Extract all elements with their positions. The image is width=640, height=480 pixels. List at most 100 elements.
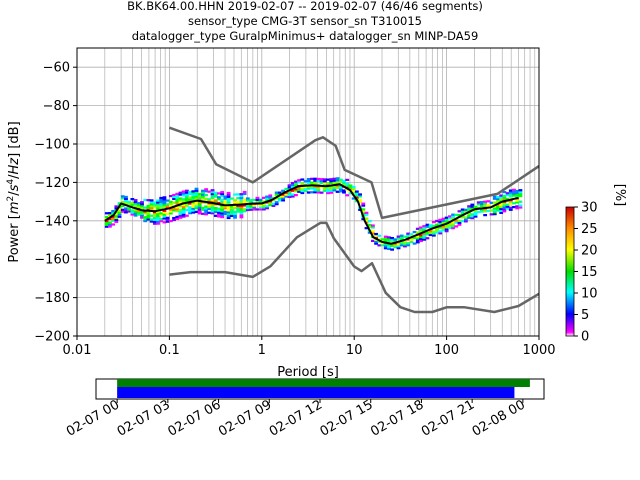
psd-density-cell bbox=[499, 211, 504, 214]
psd-density-cell bbox=[104, 221, 109, 224]
psd-density-cell bbox=[284, 195, 289, 198]
psd-density-cell bbox=[181, 198, 186, 201]
psd-density-cell bbox=[194, 193, 199, 196]
psd-density-cell bbox=[467, 214, 472, 218]
psd-density-cell bbox=[284, 191, 289, 194]
psd-density-cell bbox=[175, 217, 180, 220]
psd-density-cell bbox=[245, 206, 250, 210]
psd-density-cell bbox=[297, 188, 302, 191]
psd-density-cell bbox=[271, 202, 276, 206]
colorbar-tick-label: 30 bbox=[581, 201, 598, 216]
psd-density-cell bbox=[124, 195, 128, 199]
psd-density-cell bbox=[451, 225, 455, 228]
psd-density-cell bbox=[399, 238, 404, 241]
psd-density-cell bbox=[172, 209, 176, 212]
psd-density-cell bbox=[508, 191, 513, 194]
psd-density-cell bbox=[351, 189, 356, 192]
psd-density-cell bbox=[387, 247, 391, 251]
psd-density-cell bbox=[322, 186, 327, 189]
psd-density-cell bbox=[229, 210, 234, 214]
psd-density-cell bbox=[470, 207, 475, 210]
psd-density-cell bbox=[422, 238, 427, 241]
psd-density-cell bbox=[117, 207, 122, 211]
psd-density-cell bbox=[249, 200, 253, 204]
psd-density-cell bbox=[310, 177, 314, 180]
psd-density-cell bbox=[136, 213, 141, 216]
psd-density-cell bbox=[467, 207, 472, 210]
psd-density-cell bbox=[271, 204, 276, 207]
psd-density-cell bbox=[233, 193, 237, 196]
psd-density-cell bbox=[403, 243, 407, 246]
psd-density-cell bbox=[201, 189, 205, 192]
psd-density-cell bbox=[239, 200, 244, 203]
psd-density-cell bbox=[172, 207, 176, 210]
psd-density-cell bbox=[313, 191, 318, 194]
psd-density-cell bbox=[191, 190, 196, 193]
psd-density-cell bbox=[300, 188, 305, 191]
psd-density-cell bbox=[310, 181, 314, 184]
psd-density-cell bbox=[149, 205, 154, 208]
psd-density-cell bbox=[326, 182, 330, 185]
psd-density-cell bbox=[287, 191, 292, 195]
psd-density-cell bbox=[197, 194, 202, 198]
psd-density-cell bbox=[361, 208, 366, 211]
psd-density-cell bbox=[364, 227, 369, 230]
psd-density-cell bbox=[146, 214, 151, 217]
colorbar-tick-label: 15 bbox=[581, 265, 598, 280]
psd-density-cell bbox=[156, 207, 160, 210]
psd-density-cell bbox=[188, 206, 193, 209]
psd-density-cell bbox=[470, 217, 475, 220]
psd-density-cell bbox=[297, 181, 302, 184]
psd-density-cell bbox=[512, 202, 516, 205]
psd-density-cell bbox=[156, 222, 160, 225]
psd-density-cell bbox=[152, 201, 157, 204]
psd-density-cell bbox=[454, 213, 459, 217]
psd-density-cell bbox=[178, 205, 183, 208]
psd-density-cell bbox=[197, 198, 202, 202]
psd-density-cell bbox=[133, 199, 138, 202]
psd-density-cell bbox=[114, 207, 119, 210]
psd-density-cell bbox=[217, 198, 221, 201]
psd-density-cell bbox=[374, 232, 379, 236]
psd-density-cell bbox=[460, 212, 465, 215]
psd-density-cell bbox=[451, 213, 455, 216]
psd-density-cell bbox=[223, 197, 228, 200]
psd-density-cell bbox=[370, 224, 375, 227]
psd-density-cell bbox=[281, 195, 286, 198]
psd-density-cell bbox=[351, 191, 356, 194]
psd-density-cell bbox=[274, 191, 279, 194]
psd-density-cell bbox=[181, 190, 186, 193]
psd-density-cell bbox=[136, 209, 141, 212]
psd-density-cell bbox=[194, 189, 199, 192]
psd-density-cell bbox=[297, 186, 302, 190]
psd-density-cell bbox=[249, 199, 253, 202]
psd-density-cell bbox=[451, 223, 455, 226]
psd-density-cell bbox=[188, 198, 193, 201]
psd-density-cell bbox=[152, 203, 157, 206]
psd-density-cell bbox=[290, 183, 295, 187]
psd-density-cell bbox=[239, 206, 244, 209]
psd-density-cell bbox=[502, 196, 507, 199]
plot-frame bbox=[76, 47, 540, 337]
psd-density-cell bbox=[403, 245, 407, 248]
psd-density-cell bbox=[322, 189, 327, 193]
psd-density-cell bbox=[117, 213, 122, 216]
psd-density-cell bbox=[172, 218, 176, 222]
x-tick-label: 0.01 bbox=[63, 343, 92, 358]
psd-density-cell bbox=[197, 196, 202, 200]
psd-density-cell bbox=[496, 207, 500, 210]
psd-density-cell bbox=[335, 184, 340, 188]
psd-density-cell bbox=[226, 216, 231, 220]
psd-density-cell bbox=[351, 187, 356, 191]
psd-density-cell bbox=[508, 189, 513, 192]
psd-density-cell bbox=[435, 231, 439, 234]
psd-density-cell bbox=[294, 188, 298, 191]
psd-density-cell bbox=[419, 230, 423, 233]
psd-density-cell bbox=[245, 199, 250, 202]
psd-density-cell bbox=[162, 196, 167, 199]
psd-density-cell bbox=[351, 197, 356, 200]
psd-density-cell bbox=[294, 190, 298, 193]
psd-density-cell bbox=[210, 208, 215, 211]
psd-density-cell bbox=[444, 228, 449, 231]
